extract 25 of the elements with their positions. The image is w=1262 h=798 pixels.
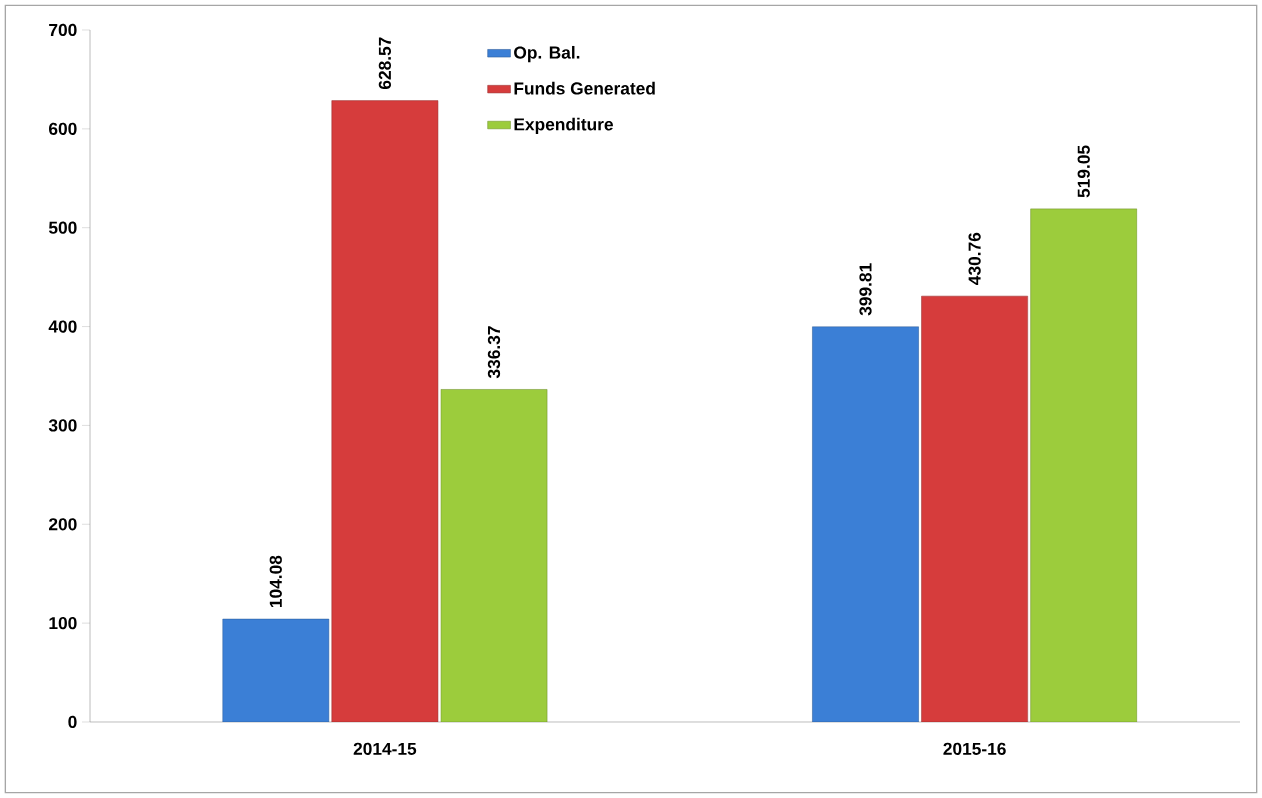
y-tick-label: 200 — [48, 518, 77, 531]
bar — [222, 618, 330, 722]
bar — [812, 326, 919, 722]
legend-label: Funds Generated — [514, 81, 655, 95]
y-tick-label: 300 — [48, 419, 77, 432]
y-tick-label: 100 — [49, 616, 77, 630]
x-tick-label: 2014-15 — [353, 742, 417, 755]
bar — [440, 389, 548, 722]
bar — [1030, 208, 1138, 722]
legend-label: Expenditure — [514, 117, 613, 134]
bar — [331, 100, 439, 722]
x-tick-label: 2015-16 — [943, 742, 1006, 755]
y-tick-label: 600 — [49, 122, 77, 135]
legend-label: Op. Bal. — [514, 45, 580, 63]
y-tick-label: 700 — [49, 23, 77, 37]
y-tick-label: 500 — [48, 221, 77, 234]
bar — [921, 295, 1028, 722]
y-tick-label: 0 — [68, 715, 77, 729]
data-label: 399.81 — [859, 263, 872, 316]
data-label: 519.05 — [1077, 145, 1090, 198]
data-label: 628.57 — [378, 37, 392, 90]
data-label: 336.37 — [487, 326, 501, 379]
y-tick-label: 400 — [48, 320, 77, 333]
data-label: 430.76 — [968, 232, 981, 285]
data-label: 104.08 — [269, 555, 282, 608]
